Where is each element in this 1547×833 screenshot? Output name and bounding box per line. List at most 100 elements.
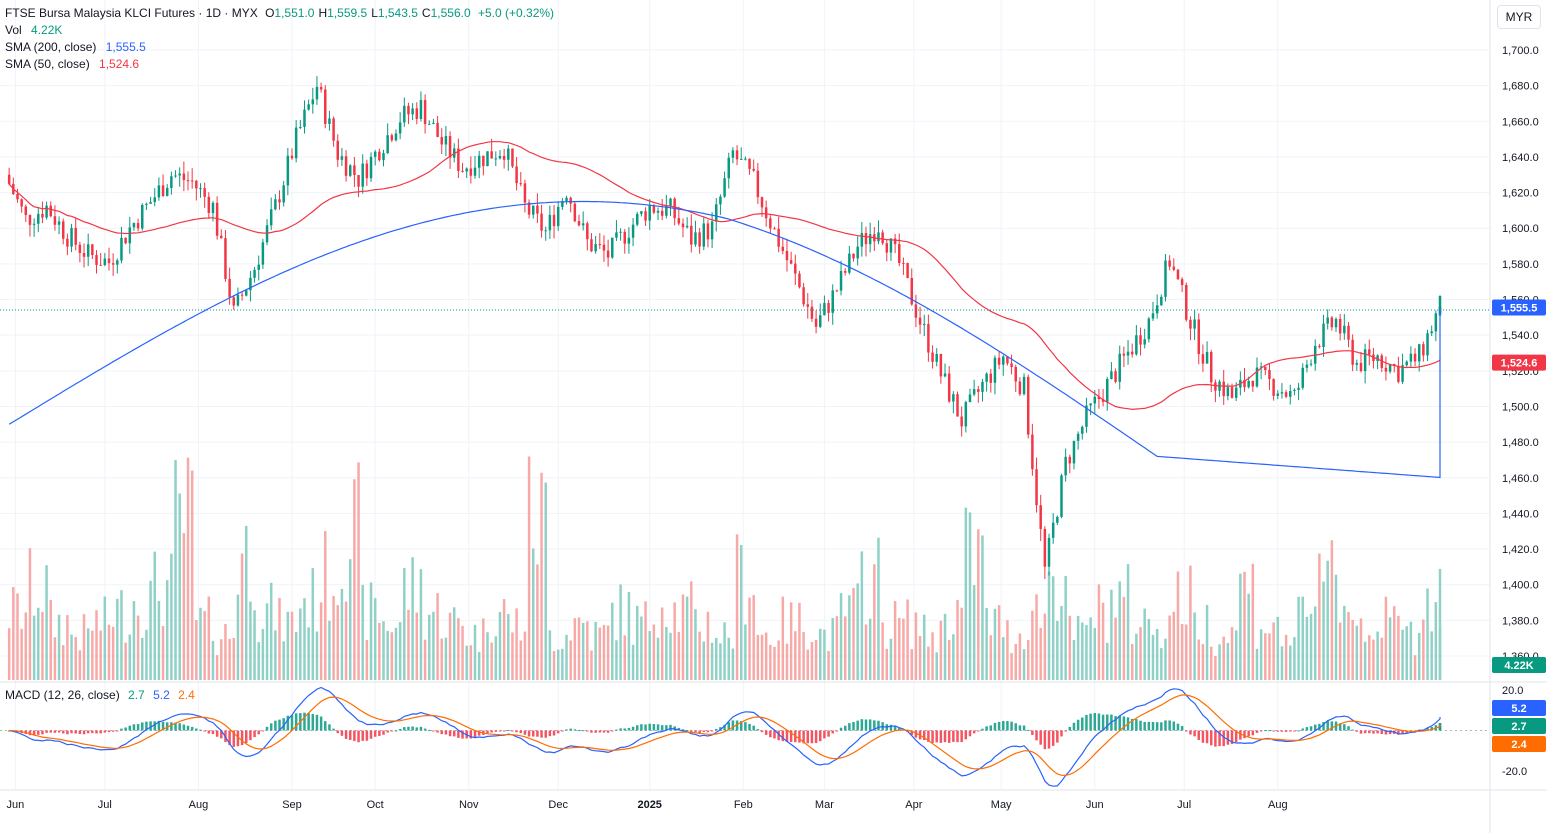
volume-bar: [798, 602, 801, 680]
macd-legend-histogram: 2.7: [128, 688, 145, 702]
volume-bar: [1347, 611, 1350, 680]
time-tick-label: Sep: [282, 799, 302, 811]
price-tick-label: 1,700.0: [1502, 45, 1539, 57]
volume-bar: [1305, 616, 1309, 680]
macd-histogram-bar: [922, 730, 926, 740]
candle-body: [877, 232, 880, 242]
volume-bar: [739, 545, 743, 680]
candle-body: [299, 127, 302, 129]
candle-body: [852, 253, 855, 259]
candle-body: [494, 158, 498, 160]
candle-body: [1068, 456, 1072, 464]
candle-body: [1230, 387, 1234, 398]
macd-histogram-bar: [99, 730, 102, 734]
candle-body: [165, 187, 169, 197]
macd-histogram-bar: [1301, 728, 1304, 731]
volume-bar: [290, 611, 294, 680]
volume-bar: [544, 482, 547, 680]
macd-histogram-bar: [498, 730, 502, 732]
macd-histogram-bar: [82, 730, 86, 735]
volume-bar: [652, 624, 656, 680]
macd-histogram-bar: [1060, 730, 1063, 737]
volume-bar: [1168, 615, 1171, 680]
candle-body: [411, 108, 414, 115]
volume-bar: [823, 629, 826, 680]
macd-histogram-bar: [731, 720, 735, 731]
candle-body: [1305, 364, 1309, 368]
macd-histogram-bar: [577, 730, 581, 732]
sma200-legend-row[interactable]: SMA (200, close) 1,555.5: [5, 39, 554, 56]
time-axis[interactable]: Jun Jul Aug Sep Oct Nov Dec 2025 Feb Mar Apr May Jun…: [7, 799, 1288, 811]
volume-bar: [744, 624, 747, 680]
macd-histogram-bar: [340, 730, 344, 736]
symbol-row[interactable]: FTSE Bursa Malaysia KLCI Futures · 1D · …: [5, 5, 554, 22]
volume-bar: [819, 628, 822, 680]
candle-body: [1093, 396, 1097, 404]
candle-body: [136, 223, 140, 229]
volume-bar: [960, 607, 963, 680]
volume-bar: [1135, 633, 1138, 680]
volume-bar: [107, 624, 111, 680]
candle-body: [282, 185, 285, 203]
macd-histogram-bar: [764, 730, 768, 735]
macd-histogram-bar: [141, 722, 144, 731]
volume-bar: [1106, 642, 1109, 680]
volume-bar: [224, 624, 227, 680]
volume-bar: [581, 622, 585, 680]
volume-bar: [839, 593, 843, 680]
candle-body: [357, 175, 360, 187]
candle-body: [265, 225, 269, 243]
candle-body: [532, 205, 535, 215]
candle-body: [1326, 317, 1329, 324]
volume-bar: [1214, 655, 1217, 680]
candle-body: [635, 213, 639, 225]
macd-histogram-bar: [1201, 730, 1205, 743]
volume-bar: [690, 581, 693, 680]
volume-bar: [190, 470, 194, 680]
macd-histogram-bar: [1397, 730, 1400, 735]
candle-body: [719, 196, 722, 205]
candle-body: [269, 209, 273, 226]
volume-bar: [232, 637, 236, 680]
macd-histogram-bar: [935, 730, 938, 743]
candle-body: [764, 207, 768, 219]
macd-histogram-bar: [889, 724, 893, 731]
currency-button[interactable]: MYR: [1497, 5, 1541, 29]
volume-bar: [1006, 620, 1009, 680]
sma200-legend-label: SMA (200, close): [5, 40, 97, 54]
macd-histogram-bar: [1068, 726, 1072, 731]
macd-histogram-bar: [57, 730, 61, 733]
volume-bar: [1222, 636, 1225, 680]
candle-body: [1172, 266, 1176, 270]
time-tick-label: 2025: [637, 799, 661, 811]
macd-histogram-bar: [165, 722, 169, 731]
macd-histogram-bar: [598, 730, 602, 733]
macd-histogram-bar: [1293, 730, 1296, 732]
candle-body: [586, 223, 589, 240]
candle-body: [1226, 387, 1230, 397]
macd-histogram-bar: [635, 725, 639, 731]
candle-body: [45, 205, 48, 218]
macd-line: [9, 686, 1441, 787]
candle-body: [864, 233, 868, 245]
sma50-legend-row[interactable]: SMA (50, close) 1,524.6: [5, 56, 554, 73]
macd-histogram-bar: [810, 730, 814, 744]
candle-body: [99, 264, 102, 266]
macd-histogram-bar: [702, 730, 706, 732]
macd-histogram-bar: [556, 730, 560, 734]
volume-bar: [315, 631, 319, 680]
volume-legend-row[interactable]: Vol 4.22K: [5, 22, 554, 39]
volume-bar: [70, 634, 73, 680]
volume-bar: [45, 565, 48, 680]
moving-averages: [8, 141, 1441, 479]
macd-histogram-bar: [752, 725, 755, 731]
price-tick-label: 1,580.0: [1502, 259, 1539, 271]
volume-bar: [939, 620, 943, 680]
symbol-title[interactable]: FTSE Bursa Malaysia KLCI Futures · 1D · …: [5, 6, 258, 20]
candle-body: [111, 263, 115, 265]
candle-body: [785, 250, 789, 261]
macd-histogram-bar: [1043, 730, 1047, 750]
macd-legend[interactable]: MACD (12, 26, close) 2.7 5.2 2.4: [5, 688, 195, 702]
macd-histogram-bar: [1247, 730, 1250, 737]
